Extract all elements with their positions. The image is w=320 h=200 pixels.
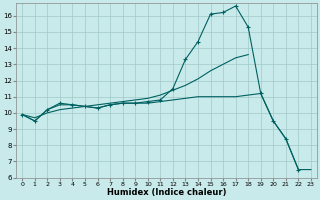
X-axis label: Humidex (Indice chaleur): Humidex (Indice chaleur) xyxy=(107,188,226,197)
